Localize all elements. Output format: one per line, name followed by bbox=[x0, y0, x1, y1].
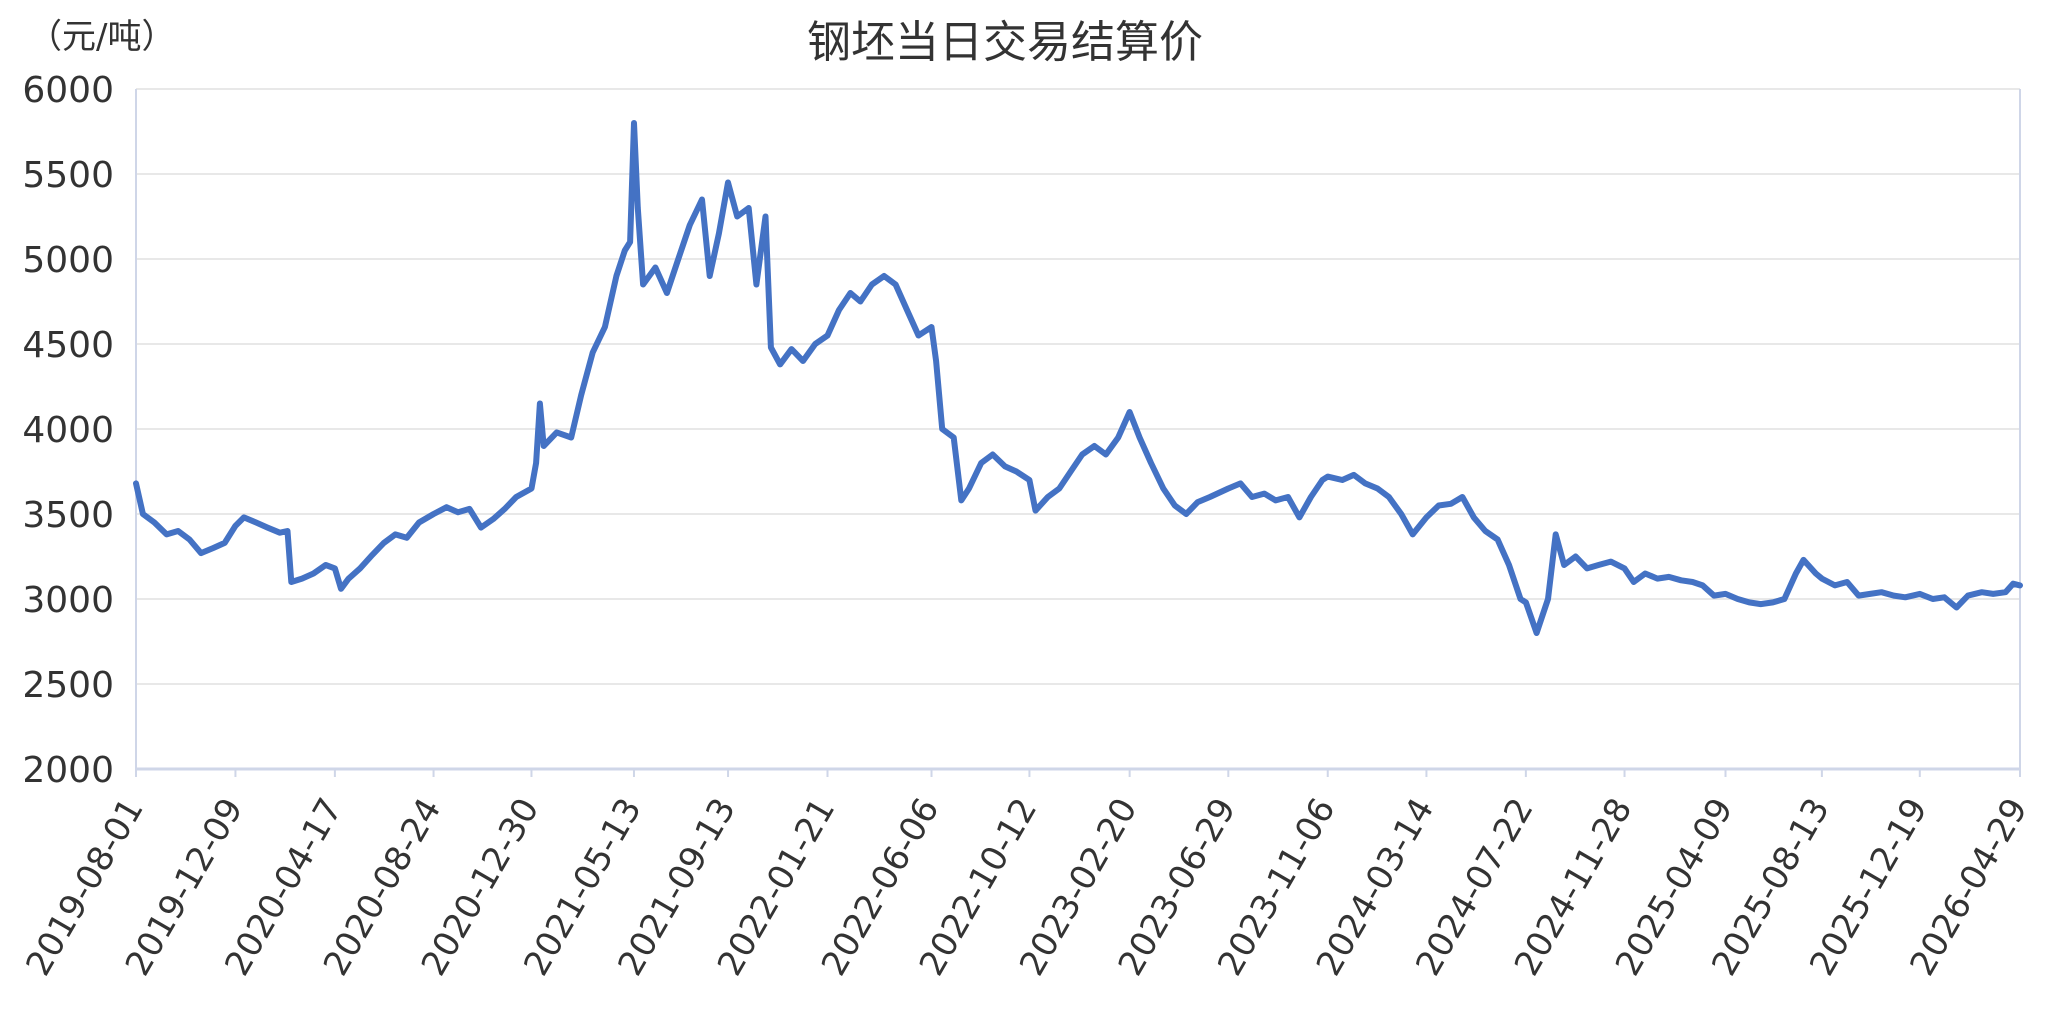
y-tick-label: 3000 bbox=[22, 580, 114, 621]
y-tick-label: 2000 bbox=[22, 750, 114, 791]
grid-lines bbox=[136, 88, 2020, 685]
y-tick-label: 4000 bbox=[22, 410, 114, 451]
price-series-line bbox=[133, 120, 2023, 636]
x-axis-ticks: 2019-08-012019-12-092020-04-172020-08-24… bbox=[18, 769, 2036, 983]
axes bbox=[135, 89, 2021, 771]
y-axis-ticks: 2000 2500 3000 3500 4000 4500 5000 5500 6000 bbox=[22, 70, 114, 791]
y-axis-unit-label: （元/吨） bbox=[28, 17, 175, 57]
chart-title: 钢坯当日交易结算价 bbox=[807, 17, 1203, 68]
series-layer bbox=[133, 120, 2023, 636]
y-tick-label: 5000 bbox=[22, 240, 114, 281]
y-tick-label: 4500 bbox=[22, 325, 114, 366]
y-tick-label: 2500 bbox=[22, 665, 114, 706]
y-tick-label: 6000 bbox=[22, 70, 114, 111]
y-tick-label: 5500 bbox=[22, 155, 114, 196]
y-tick-label: 3500 bbox=[22, 495, 114, 536]
